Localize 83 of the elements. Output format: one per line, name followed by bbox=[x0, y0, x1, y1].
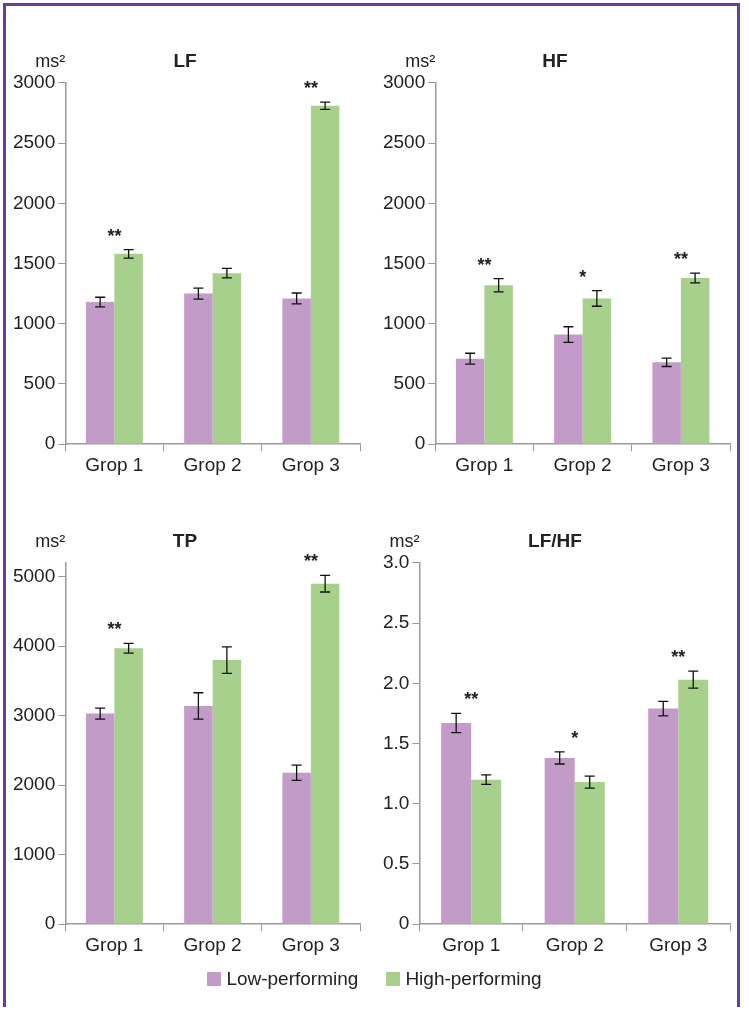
y-tick-label: 1.0 bbox=[382, 791, 410, 813]
bar bbox=[310, 583, 340, 924]
bar bbox=[184, 705, 213, 924]
y-tick-label: 500 bbox=[23, 372, 56, 394]
bar bbox=[582, 298, 612, 444]
bar bbox=[574, 782, 605, 924]
y-tick-label: 1.5 bbox=[382, 731, 410, 753]
bar bbox=[85, 713, 115, 924]
annotation: * bbox=[571, 727, 579, 748]
y-axis-title: ms² bbox=[35, 530, 66, 551]
bar bbox=[544, 757, 575, 924]
y-tick-label: 0.5 bbox=[382, 852, 410, 874]
bar bbox=[212, 660, 242, 924]
y-axis-title: ms² bbox=[405, 50, 436, 71]
y-tick-label: 1000 bbox=[12, 311, 56, 333]
bar bbox=[652, 362, 681, 444]
chart-title: HF bbox=[542, 49, 568, 71]
x-tick-label: Grop 2 bbox=[183, 933, 242, 955]
bar bbox=[282, 298, 311, 444]
y-tick-label: 2.0 bbox=[382, 671, 410, 693]
bar bbox=[114, 648, 143, 924]
y-tick-label: 1500 bbox=[12, 251, 56, 273]
x-tick-label: Grop 3 bbox=[649, 933, 708, 955]
y-tick-label: 0 bbox=[44, 912, 56, 934]
bar bbox=[680, 277, 710, 444]
y-tick-label: 1000 bbox=[12, 842, 56, 864]
annotation: ** bbox=[673, 249, 688, 270]
y-axis-title: ms² bbox=[389, 530, 420, 551]
y-tick-label: 2000 bbox=[12, 191, 56, 213]
x-tick-label: Grop 1 bbox=[85, 933, 144, 955]
x-tick-label: Grop 2 bbox=[545, 933, 604, 955]
bar bbox=[648, 708, 679, 924]
annotation: ** bbox=[303, 78, 318, 99]
x-tick-label: Grop 3 bbox=[281, 453, 340, 475]
bar bbox=[114, 253, 143, 444]
y-tick-label: 500 bbox=[393, 372, 426, 394]
chart-title: LF/HF bbox=[528, 529, 582, 551]
annotation: ** bbox=[671, 647, 686, 668]
bar bbox=[310, 105, 340, 444]
y-tick-label: 5000 bbox=[12, 564, 56, 586]
annotation: ** bbox=[464, 689, 479, 710]
x-tick-label: Grop 3 bbox=[281, 933, 340, 955]
y-tick-label: 0 bbox=[414, 432, 426, 454]
x-tick-label: Grop 2 bbox=[183, 453, 242, 475]
annotation: * bbox=[579, 266, 587, 287]
bar bbox=[554, 334, 583, 444]
legend-label: Low-performing bbox=[225, 968, 359, 990]
y-tick-label: 1500 bbox=[382, 251, 426, 273]
chart-title: TP bbox=[172, 529, 198, 551]
bar bbox=[484, 285, 513, 444]
y-tick-label: 0 bbox=[398, 912, 410, 934]
bar bbox=[471, 779, 502, 924]
y-tick-label: 2500 bbox=[12, 131, 56, 153]
y-tick-label: 3.0 bbox=[382, 551, 410, 573]
annotation: ** bbox=[477, 254, 492, 275]
bar bbox=[455, 358, 485, 444]
y-tick-label: 2000 bbox=[382, 191, 426, 213]
y-axis-title: ms² bbox=[35, 50, 66, 71]
x-tick-label: Grop 1 bbox=[442, 933, 501, 955]
annotation: ** bbox=[107, 225, 122, 246]
legend-label: High-performing bbox=[404, 968, 542, 990]
y-tick-label: 2500 bbox=[382, 131, 426, 153]
bar bbox=[441, 723, 472, 924]
y-tick-label: 0 bbox=[44, 432, 56, 454]
annotation: ** bbox=[303, 551, 318, 572]
y-tick-label: 1000 bbox=[382, 311, 426, 333]
bar bbox=[678, 679, 709, 924]
bar bbox=[85, 302, 115, 444]
y-tick-label: 3000 bbox=[12, 703, 56, 725]
y-tick-label: 3000 bbox=[12, 71, 56, 93]
bar bbox=[282, 772, 311, 924]
x-tick-label: Grop 1 bbox=[85, 453, 144, 475]
y-tick-label: 2000 bbox=[12, 773, 56, 795]
bar bbox=[184, 293, 213, 444]
y-tick-label: 3000 bbox=[382, 71, 426, 93]
annotation: ** bbox=[107, 619, 122, 640]
x-tick-label: Grop 1 bbox=[455, 453, 514, 475]
y-tick-label: 4000 bbox=[12, 634, 56, 656]
bar bbox=[212, 273, 242, 444]
y-tick-label: 2.5 bbox=[382, 611, 410, 633]
x-tick-label: Grop 3 bbox=[651, 453, 710, 475]
x-tick-label: Grop 2 bbox=[553, 453, 612, 475]
chart-title: LF bbox=[173, 49, 197, 71]
